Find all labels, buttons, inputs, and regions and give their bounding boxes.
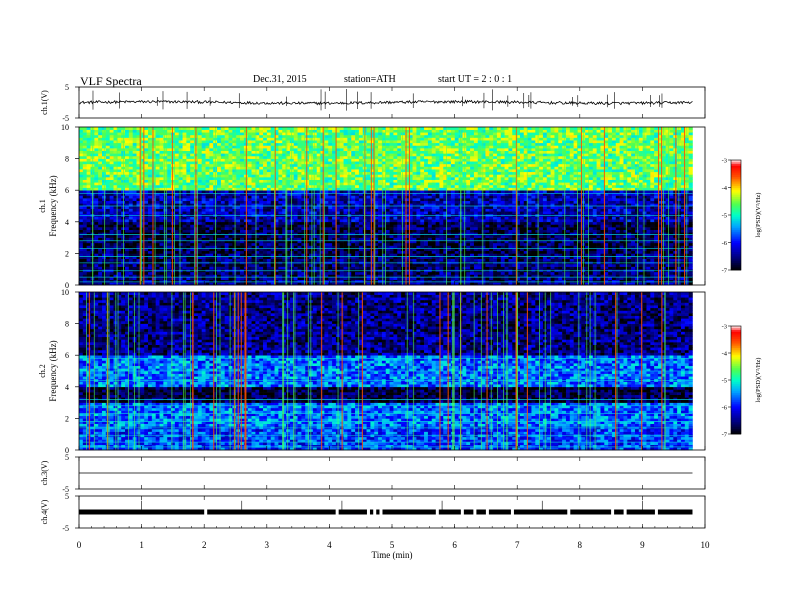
ch4-waveform-gap	[623, 509, 627, 515]
ch2-spectrogram-ytick-4: 4	[65, 383, 69, 392]
ch1-spectrogram-ylabel-channel: ch.1	[38, 199, 47, 213]
ch1-spectrogram-colorbar-tick--3: -3	[722, 158, 727, 165]
ch1-spectrogram-ytick-10: 10	[61, 123, 69, 132]
xaxis-tick-5: 5	[390, 540, 395, 550]
xaxis-label: Time (min)	[372, 550, 413, 560]
ch2-spectrogram-ytick-0: 0	[65, 446, 69, 455]
xaxis-tick-9: 9	[640, 540, 645, 550]
ch4-waveform-gap	[567, 509, 571, 515]
ch2-spectrogram-ylabel-channel: ch.2	[38, 364, 47, 378]
ch1-spectrogram-colorbar-tick--7: -7	[722, 268, 728, 275]
ch3-waveform-ytick-top: 5	[65, 453, 69, 462]
ch2-spectrogram-heatmap	[79, 292, 693, 451]
ch2-spectrogram-colorbar-tick--4: -4	[722, 351, 728, 358]
ch2-spectrogram-ytick-2: 2	[65, 414, 69, 423]
xaxis-tick-2: 2	[202, 540, 207, 550]
chart-title: VLF Spectra	[80, 74, 142, 88]
station-label: station=ATH	[344, 74, 396, 85]
xaxis-tick-3: 3	[265, 540, 270, 550]
ch4-waveform-gap	[460, 509, 464, 515]
date-label: Dec.31, 2015	[253, 74, 307, 85]
ch1-waveform-ytick-bottom: -5	[62, 114, 69, 123]
ch4-waveform-gap	[435, 509, 439, 515]
ch1-spectrogram-heatmap	[79, 127, 693, 286]
xaxis-tick-6: 6	[452, 540, 457, 550]
ch2-spectrogram-colorbar-tick--6: -6	[722, 405, 728, 412]
ch3-waveform-ytick-bottom: -5	[62, 485, 69, 494]
ch4-waveform-gap	[373, 509, 377, 515]
xaxis-tick-0: 0	[77, 540, 82, 550]
ch4-waveform-gap	[611, 509, 615, 515]
ch2-spectrogram-ytick-6: 6	[65, 351, 69, 360]
ch2-spectrogram-colorbar	[731, 326, 741, 435]
ch4-waveform-ytick-bottom: -5	[62, 524, 69, 533]
ch1-spectrogram-ylabel-freq: Frequency (kHz)	[48, 175, 58, 236]
ch2-spectrogram-ytick-10: 10	[61, 288, 69, 297]
ch1-spectrogram-colorbar	[731, 160, 741, 271]
ch2-spectrogram-colorbar-tick--3: -3	[722, 324, 727, 331]
ch2-spectrogram-ytick-8: 8	[65, 320, 69, 329]
ch1-spectrogram-colorbar-label: log(PSD)(V²/Hz)	[755, 193, 762, 238]
ch4-waveform-series-band	[79, 509, 693, 515]
xaxis-tick-4: 4	[327, 540, 332, 550]
ch1-spectrogram-colorbar-tick--6: -6	[722, 240, 728, 247]
ch4-waveform-ylabel: ch.4(V)	[40, 499, 49, 524]
ch2-spectrogram-colorbar-tick--7: -7	[722, 432, 728, 439]
ch1-spectrogram-ytick-8: 8	[65, 155, 69, 164]
ch4-waveform-gap	[510, 509, 514, 515]
ch2-spectrogram-colorbar-tick--5: -5	[722, 378, 727, 385]
ch4-waveform-gap	[473, 509, 477, 515]
xaxis-tick-1: 1	[139, 540, 144, 550]
xaxis-tick-10: 10	[701, 540, 711, 550]
ch1-spectrogram-ytick-6: 6	[65, 186, 69, 195]
start-time-label: start UT = 2 : 0 : 1	[438, 74, 513, 85]
ch4-waveform-gap	[379, 509, 383, 515]
ch4-waveform-gap	[485, 509, 489, 515]
ch3-waveform-ylabel: ch.3(V)	[40, 460, 49, 485]
ch2-spectrogram-ylabel-freq: Frequency (kHz)	[48, 340, 58, 401]
ch1-spectrogram-colorbar-tick--5: -5	[722, 213, 727, 220]
xaxis-tick-8: 8	[578, 540, 583, 550]
ch1-waveform-ylabel: ch.1(V)	[40, 90, 49, 115]
ch1-spectrogram-ytick-0: 0	[65, 281, 69, 290]
ch4-waveform-gap	[654, 509, 658, 515]
ch1-waveform-ytick-top: 5	[65, 83, 69, 92]
ch4-waveform-gap	[335, 509, 339, 515]
ch1-spectrogram-ytick-4: 4	[65, 218, 69, 227]
ch4-waveform-gap	[204, 509, 208, 515]
ch4-waveform-ytick-top: 5	[65, 492, 69, 501]
ch2-spectrogram-colorbar-label: log(PSD)(V²/Hz)	[755, 358, 762, 403]
ch1-spectrogram-colorbar-tick--4: -4	[722, 185, 728, 192]
ch4-waveform-gap	[366, 509, 370, 515]
xaxis-tick-7: 7	[515, 540, 520, 550]
ch1-spectrogram-ytick-2: 2	[65, 249, 69, 258]
ch1-waveform-series-line	[79, 99, 693, 106]
